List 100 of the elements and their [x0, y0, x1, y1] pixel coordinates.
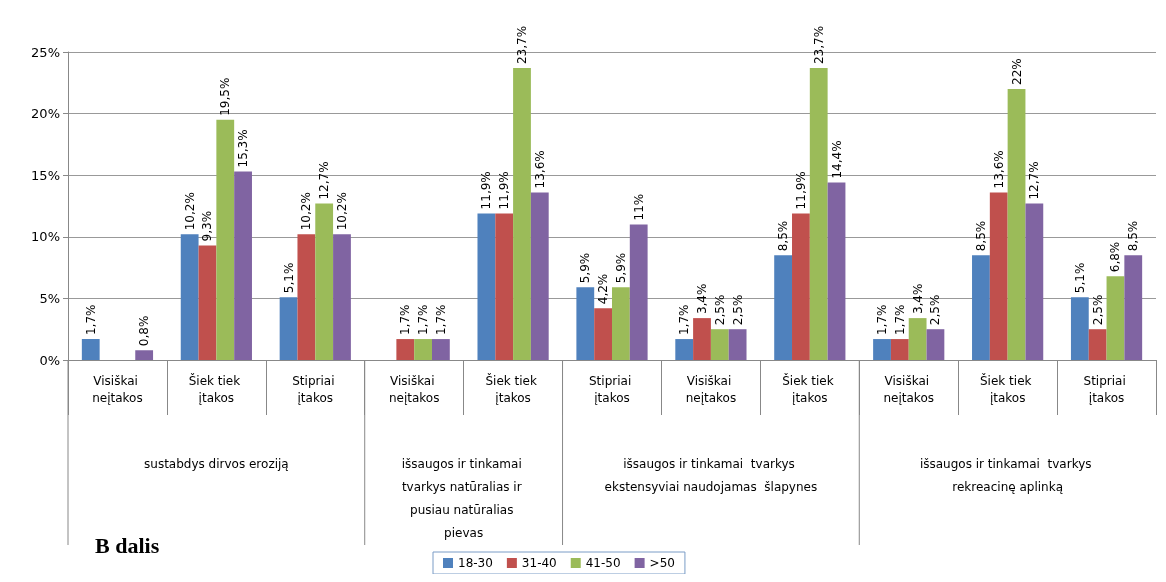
bar	[873, 339, 891, 360]
bar	[728, 329, 747, 360]
bar	[279, 297, 298, 360]
x-tick-label: Šiek tiek įtakos	[782, 372, 838, 405]
data-label: 1,7%	[892, 304, 907, 336]
x-tick-label: Visiškai neįtakos	[685, 373, 737, 405]
data-label: 10,2%	[334, 192, 349, 231]
bar	[495, 213, 514, 360]
bar	[198, 245, 217, 360]
bar	[827, 182, 846, 360]
data-label: 3,4%	[910, 283, 925, 315]
data-label: 8,5%	[776, 220, 791, 252]
text: B dalis	[95, 532, 160, 558]
data-label: 6,8%	[1108, 241, 1123, 273]
bar	[414, 339, 432, 360]
bar	[576, 287, 595, 360]
data-label: 5,9%	[578, 252, 593, 284]
bar	[1106, 276, 1125, 360]
data-label: 1,7%	[416, 304, 431, 336]
bar	[890, 339, 909, 360]
data-label: 11,9%	[793, 171, 808, 210]
data-label: 13,6%	[991, 150, 1006, 189]
data-label: 8,5%	[1126, 220, 1141, 252]
bar	[809, 68, 828, 360]
text: sustabdys dirvos eroziją	[144, 456, 289, 471]
bar	[693, 318, 711, 360]
data-label: 2,5%	[730, 294, 745, 326]
bar	[135, 350, 154, 360]
bar	[1088, 329, 1107, 360]
legend-label: 31-40	[521, 556, 557, 570]
y-tick-label: 10%	[31, 229, 60, 245]
data-label: 5,1%	[1072, 262, 1087, 294]
x-tick-label: Visiškai neįtakos	[388, 373, 440, 405]
bar	[675, 339, 694, 360]
bar	[1025, 203, 1044, 360]
text: išsaugos ir tinkamai tvarkys rekreacinę aplinką	[919, 456, 1096, 494]
data-label: 2,5%	[1090, 294, 1105, 326]
bar	[612, 287, 630, 360]
data-label: 19,5%	[218, 77, 233, 116]
data-label: 23,7%	[811, 25, 826, 65]
data-label: 10,2%	[182, 192, 197, 231]
bar	[1070, 297, 1089, 360]
bar	[1007, 88, 1026, 360]
bar	[989, 192, 1008, 360]
bar	[396, 339, 415, 360]
y-tick-label: 0%	[39, 352, 60, 368]
x-tick-label: Stipriai įtakos	[1083, 373, 1130, 405]
bar	[1124, 255, 1143, 360]
legend-label: >50	[649, 556, 675, 570]
bar	[710, 329, 729, 360]
x-tick-label: Visiškai neįtakos	[883, 373, 934, 405]
data-label: 1,7%	[433, 304, 448, 336]
bar	[629, 224, 648, 360]
data-label: 13,6%	[532, 150, 547, 189]
bar	[530, 192, 549, 360]
x-tick-label: Visiškai neįtakos	[92, 373, 143, 405]
bar	[297, 234, 316, 360]
data-label: 4,2%	[596, 273, 611, 305]
text: išsaugos ir tinkamai tvarkys ekstensyviai naudojamas šlapynes	[604, 456, 818, 494]
data-label: 11,9%	[497, 171, 512, 210]
data-label: 2,5%	[712, 294, 727, 326]
data-label: 8,5%	[973, 220, 988, 252]
bar	[234, 171, 252, 360]
bar	[477, 213, 496, 360]
bar	[333, 234, 351, 360]
data-label: 9,3%	[200, 210, 215, 242]
data-label: 12,7%	[1027, 161, 1042, 200]
x-tick-label: Šiek tiek įtakos	[485, 372, 541, 405]
data-label: 1,7%	[398, 304, 413, 336]
data-label: 11,9%	[479, 171, 494, 210]
bar	[81, 339, 100, 360]
bar	[972, 255, 990, 360]
data-label: 10,2%	[299, 192, 314, 231]
data-label: 11%	[631, 193, 646, 221]
text: išsaugos ir tinkamai tvarkys natūralias ir pusiau natūralias pievas	[401, 456, 526, 540]
bar	[431, 339, 450, 360]
bar	[594, 308, 612, 360]
legend-label: 18-30	[458, 556, 493, 570]
data-label: 14,4%	[829, 140, 844, 179]
bar	[774, 255, 793, 360]
x-tick-label: Stipriai įtakos	[292, 373, 339, 405]
bar	[926, 329, 945, 360]
data-label: 2,5%	[928, 294, 943, 326]
data-label: 15,3%	[236, 129, 251, 168]
y-tick-label: 5%	[39, 290, 60, 306]
bar	[180, 234, 199, 360]
bar	[792, 213, 810, 360]
bar	[513, 68, 531, 360]
x-tick-label: Šiek tiek įtakos	[979, 372, 1036, 405]
bar	[315, 203, 334, 360]
data-label: 23,7%	[514, 25, 529, 65]
data-label: 5,1%	[281, 262, 296, 294]
data-label: 5,9%	[613, 252, 628, 284]
legend-label: 41-50	[585, 556, 621, 570]
data-label: 0,8%	[137, 315, 152, 347]
x-tick-label: Šiek tiek įtakos	[188, 372, 245, 405]
data-label: 12,7%	[317, 161, 332, 200]
y-tick-label: 15%	[31, 167, 60, 183]
y-tick-label: 25%	[31, 44, 60, 60]
x-tick-label: Stipriai įtakos	[588, 373, 636, 405]
